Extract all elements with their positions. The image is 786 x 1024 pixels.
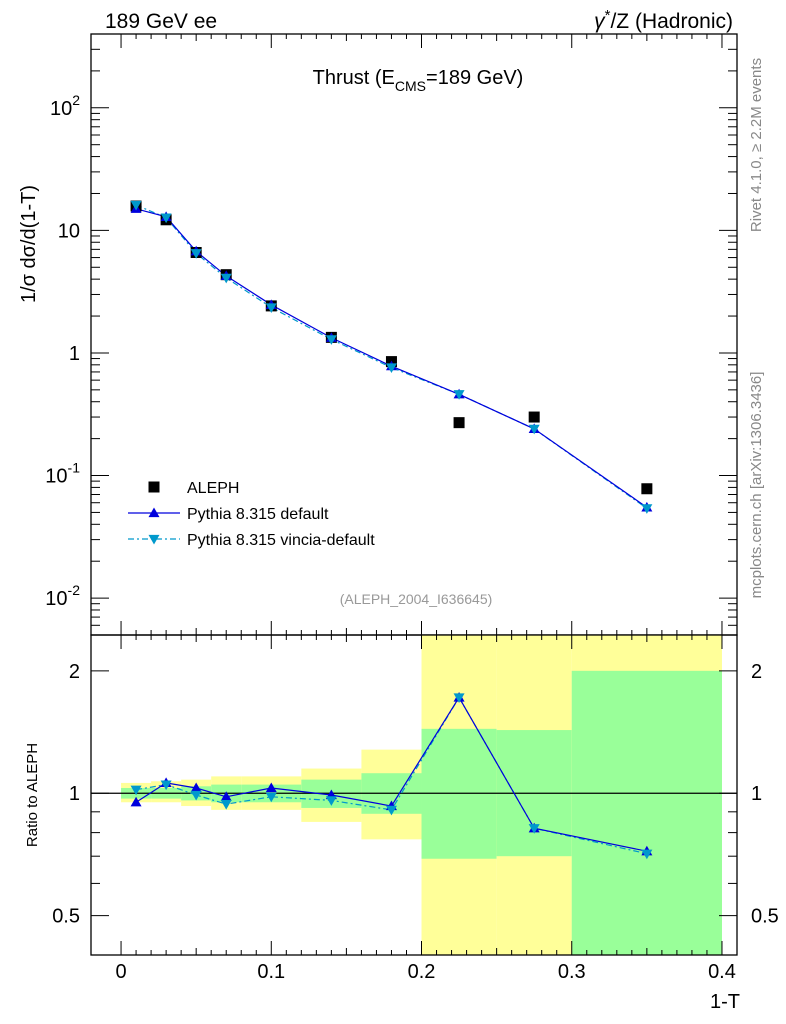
x-tick-label: 0.1 bbox=[257, 961, 285, 983]
ratio-vincia-point bbox=[160, 780, 172, 791]
x-tick-label: 0.4 bbox=[708, 961, 736, 983]
ratio-panel: 0.5 0.5 1 1 2 2 0 0.1 0.2 0.3 0.4 Ratio to ALEPH 1… bbox=[24, 634, 779, 1013]
y-tick-label-exponent: -1 bbox=[68, 460, 81, 476]
x-tick-label: 0.2 bbox=[408, 961, 436, 983]
y-tick-label-exponent: 2 bbox=[72, 92, 80, 108]
vincia-point bbox=[130, 200, 142, 211]
ratio-y-tick-label: 1 bbox=[69, 783, 80, 805]
header-right-suffix: /Z (Hadronic) bbox=[610, 10, 733, 33]
ratio-default-point bbox=[130, 796, 142, 807]
legend-marker-aleph bbox=[148, 481, 160, 493]
ratio-vincia-point bbox=[325, 796, 337, 806]
ratio-default-point bbox=[265, 782, 277, 793]
ratio-vincia-point bbox=[265, 792, 277, 803]
aleph-point bbox=[641, 483, 653, 495]
header-right-star: * bbox=[605, 7, 611, 24]
y-tick-label: 10-1 bbox=[45, 460, 80, 488]
x-tick-label: 0 bbox=[115, 961, 126, 983]
vincia-point bbox=[265, 303, 277, 313]
header-right: γ*/Z (Hadronic) bbox=[594, 7, 733, 33]
ratio-band-inner bbox=[571, 670, 722, 955]
ratio-y-label: Ratio to ALEPH bbox=[24, 743, 41, 847]
ratio-vincia-point bbox=[130, 785, 142, 796]
vincia-point bbox=[190, 249, 202, 259]
y-tick-label-base: 10 bbox=[45, 588, 67, 610]
y-tick-label: 10 bbox=[58, 220, 80, 242]
header-left: 189 GeV ee bbox=[105, 10, 217, 33]
ratio-vincia-point bbox=[453, 693, 465, 703]
vincia-point bbox=[220, 273, 232, 284]
y-tick-label: 10-2 bbox=[45, 582, 80, 610]
legend-marker-default bbox=[148, 507, 160, 518]
y-tick-label-exponent: -2 bbox=[68, 582, 81, 598]
ratio-vincia-point bbox=[190, 790, 202, 801]
legend-label: Pythia 8.315 default bbox=[187, 506, 329, 523]
default-line bbox=[135, 208, 648, 508]
vincia-point bbox=[325, 335, 337, 345]
vincia-point bbox=[385, 363, 397, 374]
main-title: Thrust (ECMS=189 GeV) bbox=[313, 67, 524, 94]
vincia-point bbox=[528, 424, 540, 435]
ratio-y-tick-label-right: 2 bbox=[751, 661, 762, 683]
legend-marker-vincia bbox=[148, 534, 160, 545]
x-tick-label: 0.3 bbox=[558, 961, 586, 983]
y-tick-label-base: 10 bbox=[45, 466, 67, 488]
aleph-point bbox=[453, 417, 465, 429]
legend-label: ALEPH bbox=[187, 480, 239, 497]
y-tick-label-base: 10 bbox=[50, 98, 72, 120]
y-tick-label: 1 bbox=[69, 343, 80, 365]
vincia-point bbox=[453, 390, 465, 400]
ratio-vincia-point bbox=[641, 849, 653, 860]
header-right-gamma: γ bbox=[594, 10, 606, 33]
legend-label: Pythia 8.315 vincia-default bbox=[187, 532, 375, 549]
side-rivet-label: Rivet 4.1.0, ≥ 2.2M events bbox=[748, 58, 765, 232]
analysis-tag: (ALEPH_2004_I636645) bbox=[340, 591, 493, 607]
y-tick-label-base: 10 bbox=[58, 220, 80, 242]
ratio-default-point bbox=[190, 782, 202, 793]
x-axis-label: 1-T bbox=[710, 991, 740, 1013]
y-tick-label: 102 bbox=[50, 92, 80, 120]
y-tick-label-base: 1 bbox=[69, 343, 80, 365]
vincia-point bbox=[641, 504, 653, 514]
y-axis-label: 1/σ dσ/d(1-T) bbox=[18, 185, 40, 303]
ratio-vincia-point bbox=[528, 824, 540, 834]
main-title-sub: CMS bbox=[395, 78, 426, 94]
ratio-default-line bbox=[135, 696, 647, 852]
ratio-default-point bbox=[220, 791, 232, 801]
ratio-y-tick-label: 2 bbox=[69, 661, 80, 683]
main-title-text: Thrust (E bbox=[313, 67, 395, 89]
vincia-point bbox=[160, 213, 172, 224]
ratio-frame bbox=[90, 634, 738, 956]
ratio-y-tick-label-right: 0.5 bbox=[751, 906, 779, 928]
main-title-end: =189 GeV) bbox=[426, 67, 523, 89]
side-mcplots-label: mcplots.cern.ch [arXiv:1306.3436] bbox=[748, 372, 765, 599]
main-panel: Thrust (ECMS=189 GeV) 1/σ dσ/d(1-T) (ALE… bbox=[18, 33, 738, 636]
aleph-point bbox=[528, 411, 540, 423]
ratio-vincia-point bbox=[220, 800, 232, 810]
ratio-y-tick-label: 0.5 bbox=[52, 906, 80, 928]
ratio-vincia-point bbox=[385, 805, 397, 816]
ratio-y-tick-label-right: 1 bbox=[751, 783, 762, 805]
